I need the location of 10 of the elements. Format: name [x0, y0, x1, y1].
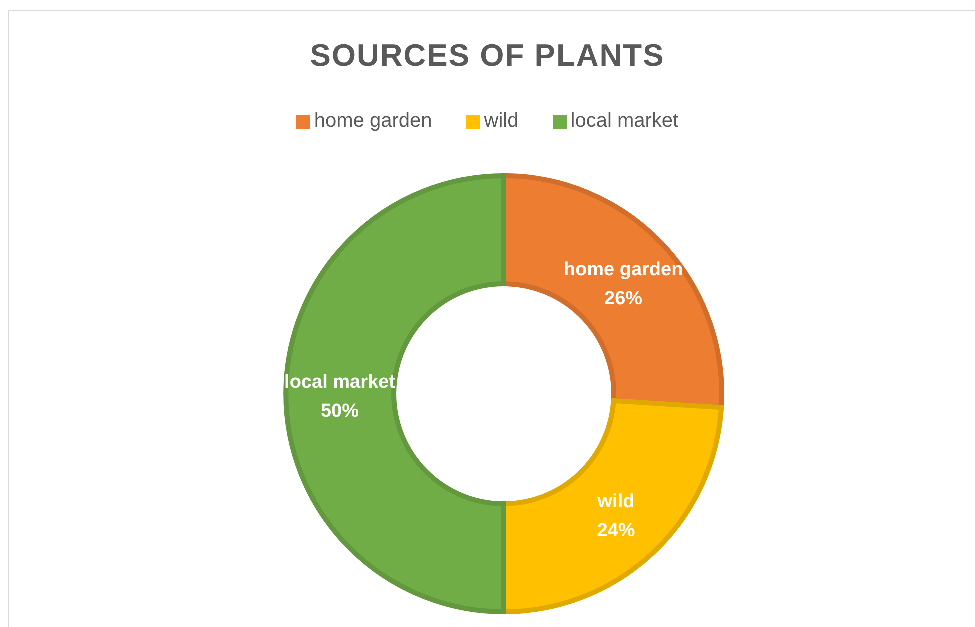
data-label: 24% [597, 520, 636, 542]
legend-label: home garden [314, 110, 432, 133]
data-label: 26% [604, 288, 643, 310]
legend-label: local market [570, 110, 679, 133]
slice-label: home garden [564, 260, 684, 281]
chart-title: SOURCES OF PLANTS [309, 38, 666, 74]
slice-label: local market [284, 372, 396, 393]
data-label: 50% [320, 401, 360, 422]
legend-label: wild [484, 110, 519, 133]
slice-label: wild [596, 492, 635, 513]
